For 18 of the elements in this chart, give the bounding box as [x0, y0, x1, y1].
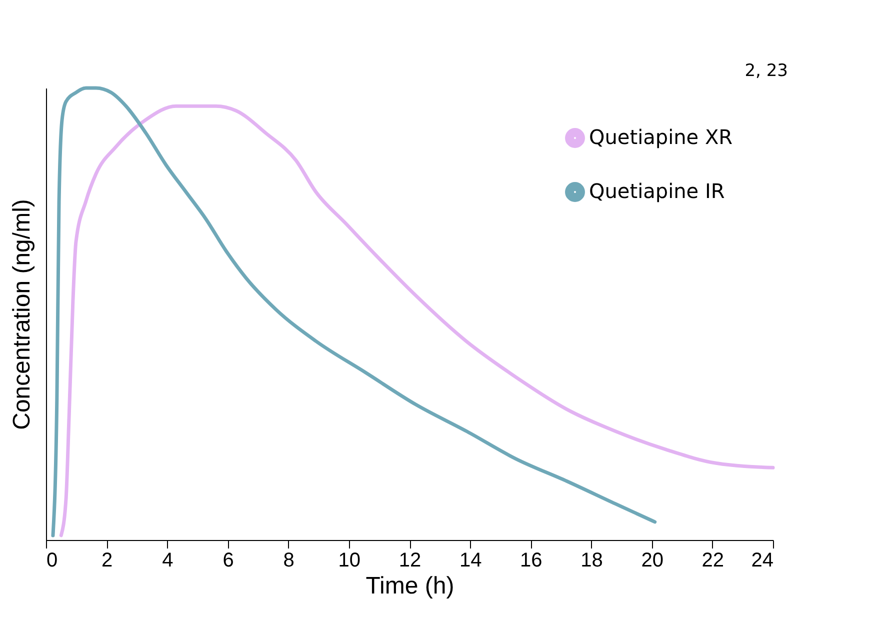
x-tick-label: 4: [162, 550, 174, 572]
legend-label: Quetiapine IR: [589, 179, 725, 203]
x-tick-label: 20: [641, 550, 664, 572]
x-tick-label: 10: [338, 550, 361, 572]
x-tick-label: 14: [459, 550, 482, 572]
x-tick-label: 0: [46, 550, 58, 572]
y-axis-title: Concentration (ng/ml): [8, 199, 36, 430]
x-tick-label: 24: [751, 550, 774, 572]
x-tick-label: 8: [283, 550, 294, 572]
x-tick-label: 22: [702, 550, 724, 572]
x-tick-label: 2: [102, 550, 113, 572]
x-tick-label: 18: [580, 550, 603, 572]
x-axis-title: Time (h): [366, 572, 454, 600]
x-tick-label: 12: [398, 550, 422, 572]
x-tick-label: 16: [520, 550, 542, 572]
x-tick-label: 6: [222, 550, 234, 572]
legend-label: Quetiapine XR: [589, 125, 733, 149]
text: 2, 23: [744, 61, 788, 81]
